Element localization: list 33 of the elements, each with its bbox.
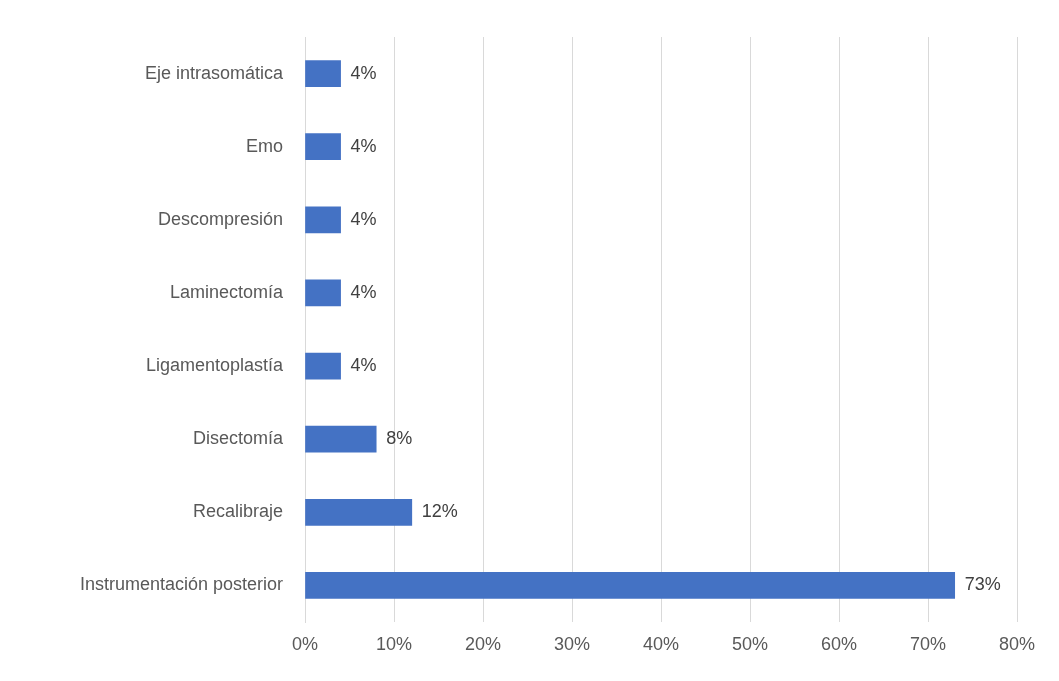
data-label: 12% — [421, 501, 458, 522]
y-tick-label: Laminectomía — [169, 281, 284, 302]
y-tick-label: Recalibraje — [192, 501, 283, 522]
x-tick-label: 10% — [375, 633, 413, 654]
bar — [305, 572, 956, 599]
data-label: 73% — [964, 574, 1001, 595]
x-tick-label: 40% — [642, 633, 680, 654]
data-label: 4% — [350, 135, 377, 156]
data-label: 4% — [350, 355, 377, 376]
x-tick-label: 80% — [998, 633, 1036, 654]
bar — [305, 352, 341, 380]
bar — [305, 206, 341, 234]
y-tick-label: Eje intrasomática — [144, 62, 284, 83]
y-tick-label: Ligamentoplastía — [145, 355, 284, 376]
data-label: 4% — [350, 208, 377, 229]
x-tick-label: 30% — [553, 633, 591, 654]
y-tick-label: Emo — [245, 135, 283, 156]
bar — [305, 279, 341, 307]
data-label: 8% — [386, 428, 413, 449]
y-tick-label: Instrumentación posterior — [79, 574, 283, 595]
data-label: 4% — [350, 62, 377, 83]
bar — [305, 425, 377, 453]
bar — [305, 498, 413, 526]
x-tick-label: 50% — [731, 633, 769, 654]
bar — [305, 60, 341, 87]
x-tick-label: 20% — [464, 633, 502, 654]
y-tick-label: Disectomía — [192, 428, 284, 449]
x-tick-label: 0% — [291, 633, 319, 654]
x-tick-label: 60% — [820, 633, 858, 654]
y-tick-label: Descompresión — [157, 208, 283, 229]
x-tick-label: 70% — [909, 633, 947, 654]
bar — [305, 133, 341, 161]
data-label: 4% — [350, 281, 377, 302]
